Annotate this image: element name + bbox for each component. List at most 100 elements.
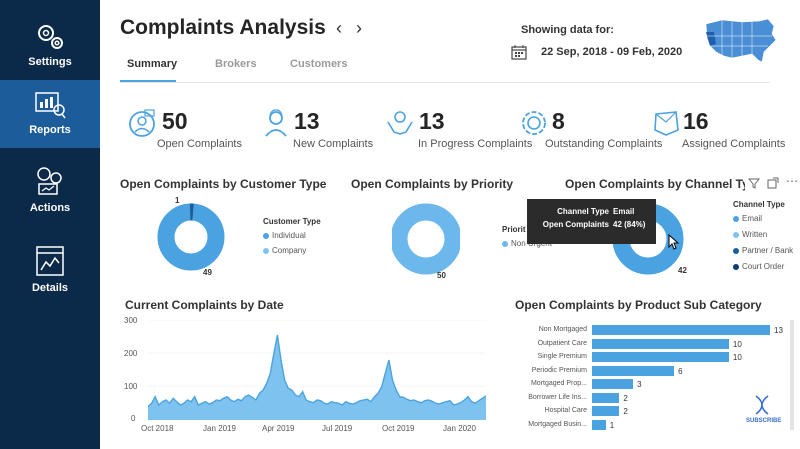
area-fill [148, 335, 486, 420]
scrollbar[interactable] [790, 320, 794, 430]
bar-value-label: 3 [637, 380, 642, 389]
more-options-icon[interactable]: ⋯ [786, 174, 798, 188]
bar[interactable] [592, 406, 620, 416]
bar-category-label: Hospital Care [544, 407, 587, 414]
bar[interactable] [592, 419, 606, 430]
legend-label: Written [742, 230, 768, 239]
showing-label: Showing data for: [521, 24, 614, 36]
legend-label: Partner / Bank [742, 246, 794, 255]
sidebar-item-label: Details [31, 282, 69, 294]
x-tick: Apr 2019 [262, 424, 295, 433]
next-arrow-button[interactable]: › [356, 18, 362, 38]
tab-brokers[interactable]: Brokers [215, 58, 257, 70]
date-range: 22 Sep, 2018 - 09 Feb, 2020 [541, 46, 683, 58]
report-icon [35, 92, 66, 119]
sidebar-item-label: Settings [28, 56, 72, 68]
sidebar-item-settings[interactable]: Settings [0, 12, 100, 80]
legend-item[interactable]: Company [263, 246, 306, 255]
kpi-assigned-label: Assigned Complaints [682, 138, 786, 150]
subscribe-label[interactable]: SUBSCRIBE [746, 418, 782, 424]
donut-label-large: 49 [203, 268, 212, 277]
hands-gear-icon [387, 111, 413, 135]
legend-item[interactable]: Court Order [733, 262, 784, 271]
bar-category-label: Borrower Life Ins... [528, 393, 587, 401]
sidebar-item-label: Reports [29, 124, 71, 136]
bar[interactable] [592, 338, 729, 349]
area-chart[interactable] [148, 320, 486, 420]
kpi-new-value: 13 [294, 108, 320, 134]
x-tick: Jan 2019 [203, 424, 236, 433]
legend-dot [263, 232, 269, 239]
bar[interactable] [592, 365, 675, 376]
sidebar-item-actions[interactable]: Actions [0, 156, 100, 224]
legend-item[interactable]: Partner / Bank [733, 246, 793, 255]
bar-value-label: 13 [774, 326, 783, 335]
bar-value-label: 10 [732, 353, 742, 362]
bar[interactable] [592, 392, 620, 403]
y-tick: 100 [124, 382, 138, 391]
date-chart-title: Current Complaints by Date [125, 298, 284, 312]
gears-icon [38, 25, 63, 49]
bar-category-label: Outpatient Care [537, 339, 587, 347]
x-tick: Jan 2020 [443, 424, 476, 433]
legend-dot [733, 215, 739, 222]
customer-type-donut[interactable] [157, 203, 225, 271]
legend-label: Court Order [742, 262, 785, 271]
sidebar-item-label: Actions [29, 202, 71, 214]
kpi-progress-value: 13 [419, 108, 445, 134]
donut-label-small: 1 [175, 196, 180, 205]
bar-category-label: Mortgaged Busin... [528, 420, 587, 428]
legend-title: Customer Type [263, 217, 321, 226]
donut-label-large: 42 [678, 266, 687, 275]
sidebar: Settings Reports Actions Details [0, 0, 100, 449]
bar[interactable] [592, 379, 634, 389]
x-tick: Jul 2019 [322, 424, 353, 433]
dna-icon [755, 395, 769, 415]
legend-dot [733, 247, 739, 254]
bar-category-label: Single Premium [537, 353, 587, 360]
x-tick: Oct 2019 [382, 424, 415, 433]
page-title: Complaints Analysis [120, 16, 326, 39]
kpi-open-value: 50 [162, 108, 188, 134]
filter-icon[interactable] [748, 177, 760, 189]
priority-donut[interactable] [392, 203, 460, 275]
x-tick: Oct 2018 [141, 424, 174, 433]
legend-dot [733, 263, 739, 270]
gear-icon [522, 111, 546, 135]
donut-label-large: 50 [437, 271, 446, 280]
tab-summary[interactable]: Summary [127, 58, 178, 70]
legend-item[interactable]: Email [733, 214, 762, 223]
channel-title: Open Complaints by Channel Typ [565, 177, 745, 191]
agent-icon [265, 109, 287, 137]
bar-value-label: 2 [623, 407, 628, 416]
us-map-icon[interactable] [702, 16, 780, 70]
legend-item[interactable]: Individual [263, 231, 306, 240]
kpi-open-label: Open Complaints [157, 138, 242, 150]
bar[interactable] [592, 352, 729, 362]
y-tick: 0 [131, 414, 136, 423]
tab-customers[interactable]: Customers [290, 58, 348, 70]
calendar-icon[interactable] [511, 44, 527, 60]
sidebar-item-reports[interactable]: Reports [0, 80, 100, 148]
tooltip-key: Channel Type [557, 207, 609, 216]
actions-icon [37, 167, 62, 195]
header-divider [120, 82, 770, 83]
focus-mode-icon[interactable] [767, 177, 779, 189]
sidebar-item-details[interactable]: Details [0, 236, 100, 304]
kpi-outstanding-value: 8 [552, 108, 565, 134]
y-tick: 300 [124, 316, 138, 325]
details-icon [36, 246, 64, 276]
tab-underline [120, 80, 176, 82]
bar-value-label: 10 [732, 339, 742, 349]
legend-dot [733, 231, 739, 238]
legend-item[interactable]: Written [733, 230, 767, 239]
kpi-new-label: New Complaints [293, 138, 374, 150]
tooltip-value: 42 (84%) [613, 220, 646, 229]
customer-type-title: Open Complaints by Customer Type [120, 177, 327, 191]
customer-service-icon [129, 109, 155, 137]
bar[interactable] [592, 325, 770, 335]
product-chart-title: Open Complaints by Product Sub Category [515, 298, 762, 312]
prev-arrow-button[interactable]: ‹ [336, 18, 342, 38]
kpi-assigned-value: 16 [683, 108, 709, 134]
tooltip: Channel Type Email Open Complaints 42 (84%… [527, 199, 656, 244]
